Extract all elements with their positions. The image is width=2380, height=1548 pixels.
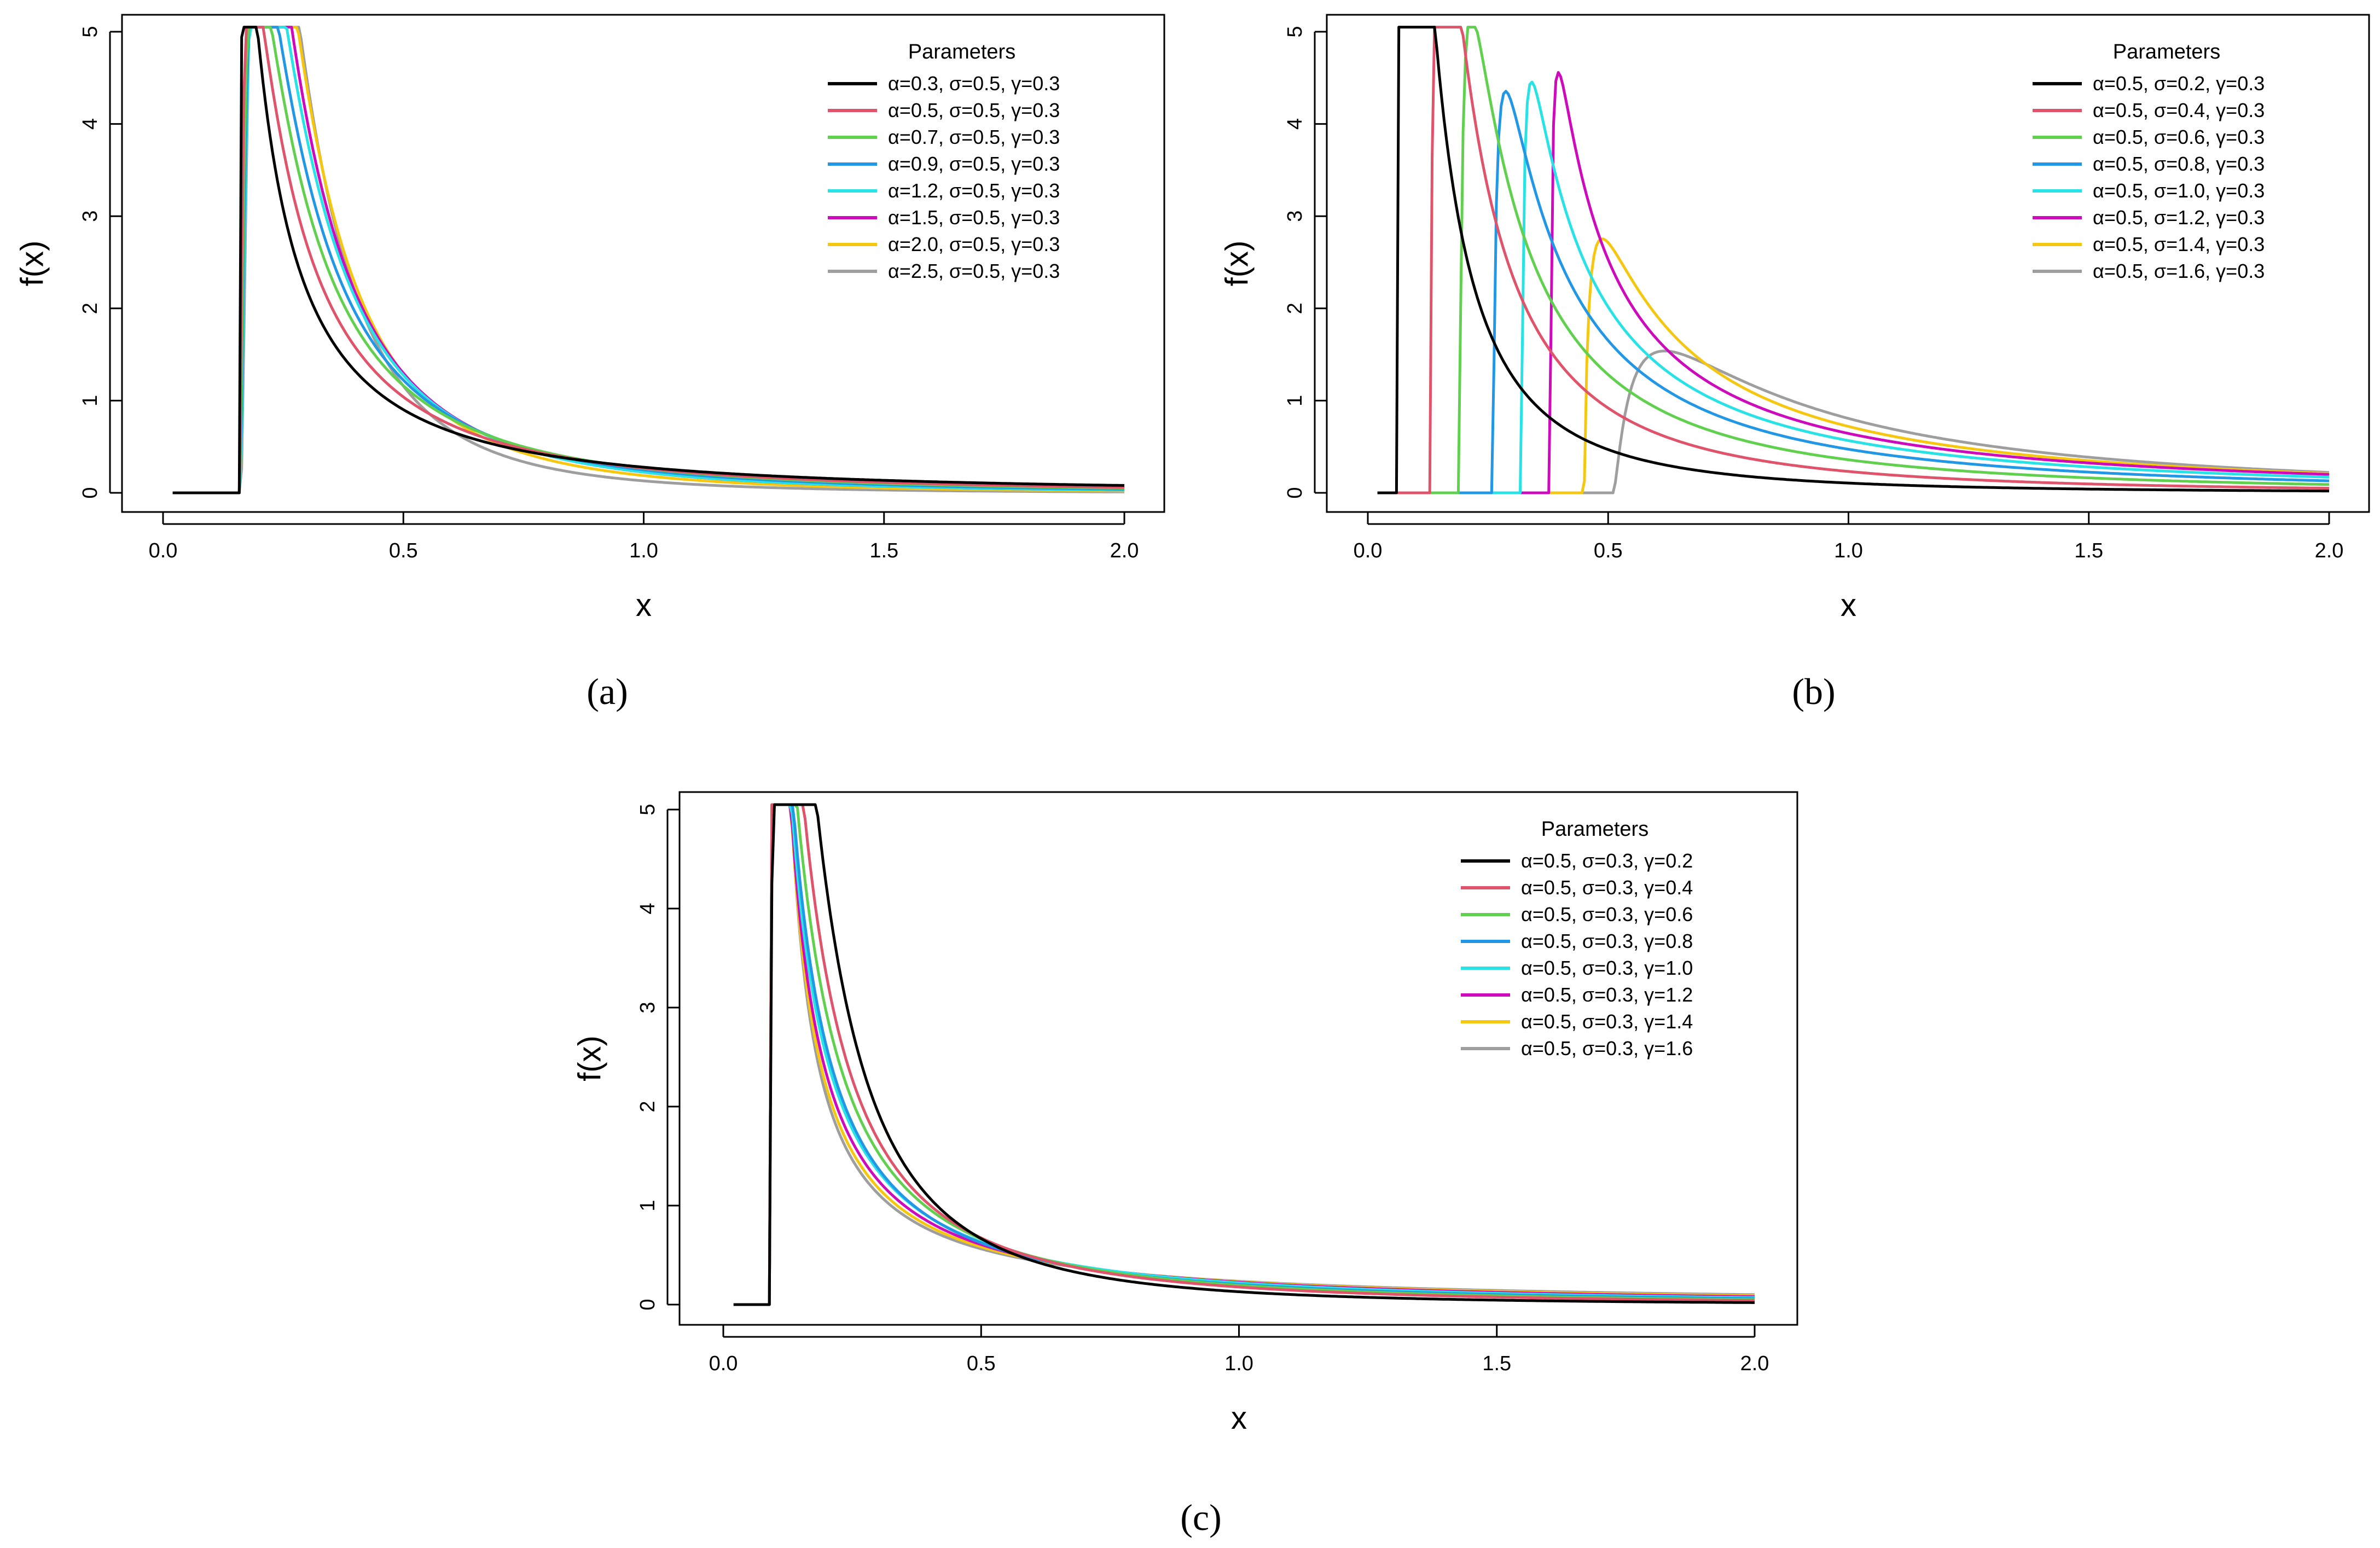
series-line (1377, 90, 2330, 494)
legend: Parameters α=0.5, σ=0.2, γ=0.3 α=0.5, σ=0.… (2033, 40, 2265, 282)
legend-label: α=1.5, σ=0.5, γ=0.3 (888, 206, 1060, 229)
x-tick-label: 1.5 (2074, 539, 2103, 562)
x-axis-label: x (1841, 587, 1856, 623)
series-line (733, 803, 1755, 1306)
y-tick-label: 4 (79, 118, 102, 130)
legend-label: α=0.5, σ=0.3, γ=1.0 (1521, 957, 1693, 979)
legend-label: α=0.5, σ=1.0, γ=0.3 (2093, 179, 2265, 202)
series-line (172, 26, 1125, 494)
legend-label: α=0.5, σ=0.5, γ=0.3 (888, 99, 1060, 121)
series-line (1377, 26, 2330, 494)
x-axis-label: x (636, 587, 652, 623)
caption-a: (a) (587, 671, 628, 712)
x-axis: 0.0 0.5 1.0 1.5 2.0 x (149, 512, 1139, 623)
legend-title: Parameters (908, 40, 1015, 63)
y-tick-label: 1 (79, 395, 102, 406)
legend-label: α=0.5, σ=0.3, γ=0.8 (1521, 930, 1693, 952)
legend-label: α=0.5, σ=0.2, γ=0.3 (2093, 72, 2265, 95)
y-axis: 0 1 2 3 4 5 f(x) (14, 26, 122, 499)
chart-panel-a: 0.0 0.5 1.0 1.5 2.0 x 0 1 2 3 4 5 f(x) Parameters α=0.… (14, 14, 1165, 623)
x-tick-label: 1.5 (869, 539, 898, 562)
legend-label: α=0.5, σ=1.6, γ=0.3 (2093, 260, 2265, 282)
series-lines (1377, 26, 2330, 494)
series-line (172, 26, 1124, 494)
caption-b: (b) (1792, 671, 1836, 712)
series-line (1377, 26, 2330, 494)
y-tick-label: 0 (79, 487, 102, 498)
y-tick-label: 2 (636, 1101, 659, 1112)
legend-label: α=0.5, σ=0.4, γ=0.3 (2093, 99, 2265, 121)
x-tick-label: 1.0 (629, 539, 658, 562)
series-line (1377, 26, 2329, 494)
legend-label: α=2.0, σ=0.5, γ=0.3 (888, 233, 1060, 255)
x-tick-label: 2.0 (1110, 539, 1139, 562)
chart-panel-c: 0.0 0.5 1.0 1.5 2.0 x 0 1 2 3 4 5 f(x) Parameters α=0.… (572, 791, 1798, 1436)
y-axis: 0 1 2 3 4 5 f(x) (1219, 26, 1327, 499)
x-tick-label: 0.5 (967, 1352, 996, 1375)
legend-label: α=0.7, σ=0.5, γ=0.3 (888, 126, 1060, 148)
legend-label: α=0.5, σ=0.6, γ=0.3 (2093, 126, 2265, 148)
x-tick-label: 0.0 (149, 539, 178, 562)
series-line (1377, 71, 2330, 494)
legend: Parameters α=0.5, σ=0.3, γ=0.2 α=0.5, σ=0.… (1461, 818, 1693, 1060)
x-axis: 0.0 0.5 1.0 1.5 2.0 x (1354, 512, 2344, 623)
legend-title: Parameters (1541, 818, 1648, 841)
x-tick-label: 0.0 (709, 1352, 738, 1375)
legend-label: α=0.5, σ=0.3, γ=0.2 (1521, 849, 1693, 872)
x-tick-label: 0.5 (389, 539, 418, 562)
y-tick-label: 3 (636, 1002, 659, 1013)
x-tick-label: 2.0 (2315, 539, 2344, 562)
legend-label: α=0.5, σ=0.3, γ=1.6 (1521, 1037, 1693, 1060)
y-tick-label: 3 (79, 211, 102, 222)
y-axis-label: f(x) (572, 1035, 607, 1081)
legend-label: α=0.5, σ=0.3, γ=1.4 (1521, 1010, 1693, 1033)
y-tick-label: 3 (1284, 211, 1307, 222)
x-axis-label: x (1231, 1400, 1247, 1436)
y-tick-label: 5 (1284, 26, 1307, 37)
y-tick-label: 2 (1284, 302, 1307, 314)
y-tick-label: 0 (636, 1299, 659, 1310)
legend-label: α=0.3, σ=0.5, γ=0.3 (888, 72, 1060, 95)
legend-label: α=0.5, σ=1.2, γ=0.3 (2093, 206, 2265, 229)
legend-label: α=0.5, σ=0.8, γ=0.3 (2093, 153, 2265, 175)
x-tick-label: 2.0 (1740, 1352, 1769, 1375)
y-tick-label: 1 (1284, 395, 1307, 406)
legend-label: α=1.2, σ=0.5, γ=0.3 (888, 179, 1060, 202)
x-axis: 0.0 0.5 1.0 1.5 2.0 x (709, 1325, 1769, 1436)
y-tick-label: 4 (636, 903, 659, 914)
legend-label: α=0.5, σ=1.4, γ=0.3 (2093, 233, 2265, 255)
series-line (733, 803, 1755, 1306)
series-lines (733, 803, 1755, 1306)
x-tick-label: 1.0 (1224, 1352, 1253, 1375)
y-tick-label: 5 (79, 26, 102, 37)
y-tick-label: 5 (636, 804, 659, 815)
y-tick-label: 4 (1284, 118, 1307, 130)
legend-label: α=0.5, σ=0.3, γ=0.6 (1521, 903, 1693, 926)
caption-c: (c) (1180, 1497, 1222, 1538)
y-axis: 0 1 2 3 4 5 f(x) (572, 804, 680, 1311)
legend-label: α=0.9, σ=0.5, γ=0.3 (888, 153, 1060, 175)
x-tick-label: 0.0 (1354, 539, 1383, 562)
y-tick-label: 1 (636, 1200, 659, 1211)
legend-label: α=0.5, σ=0.3, γ=0.4 (1521, 876, 1693, 899)
x-tick-label: 1.0 (1834, 539, 1863, 562)
y-tick-label: 0 (1284, 487, 1307, 498)
y-axis-label: f(x) (14, 241, 50, 287)
y-tick-label: 2 (79, 302, 102, 314)
legend-label: α=0.5, σ=0.3, γ=1.2 (1521, 983, 1693, 1006)
series-lines (172, 26, 1125, 494)
y-axis-label: f(x) (1219, 241, 1255, 287)
chart-panel-b: 0.0 0.5 1.0 1.5 2.0 x 0 1 2 3 4 5 f(x) Parameters α=0.… (1219, 14, 2370, 623)
x-tick-label: 1.5 (1482, 1352, 1511, 1375)
series-line (1377, 80, 2330, 494)
x-tick-label: 0.5 (1594, 539, 1623, 562)
legend: Parameters α=0.3, σ=0.5, γ=0.3 α=0.5, σ=0.… (828, 40, 1060, 282)
legend-title: Parameters (2113, 40, 2220, 63)
legend-label: α=2.5, σ=0.5, γ=0.3 (888, 260, 1060, 282)
